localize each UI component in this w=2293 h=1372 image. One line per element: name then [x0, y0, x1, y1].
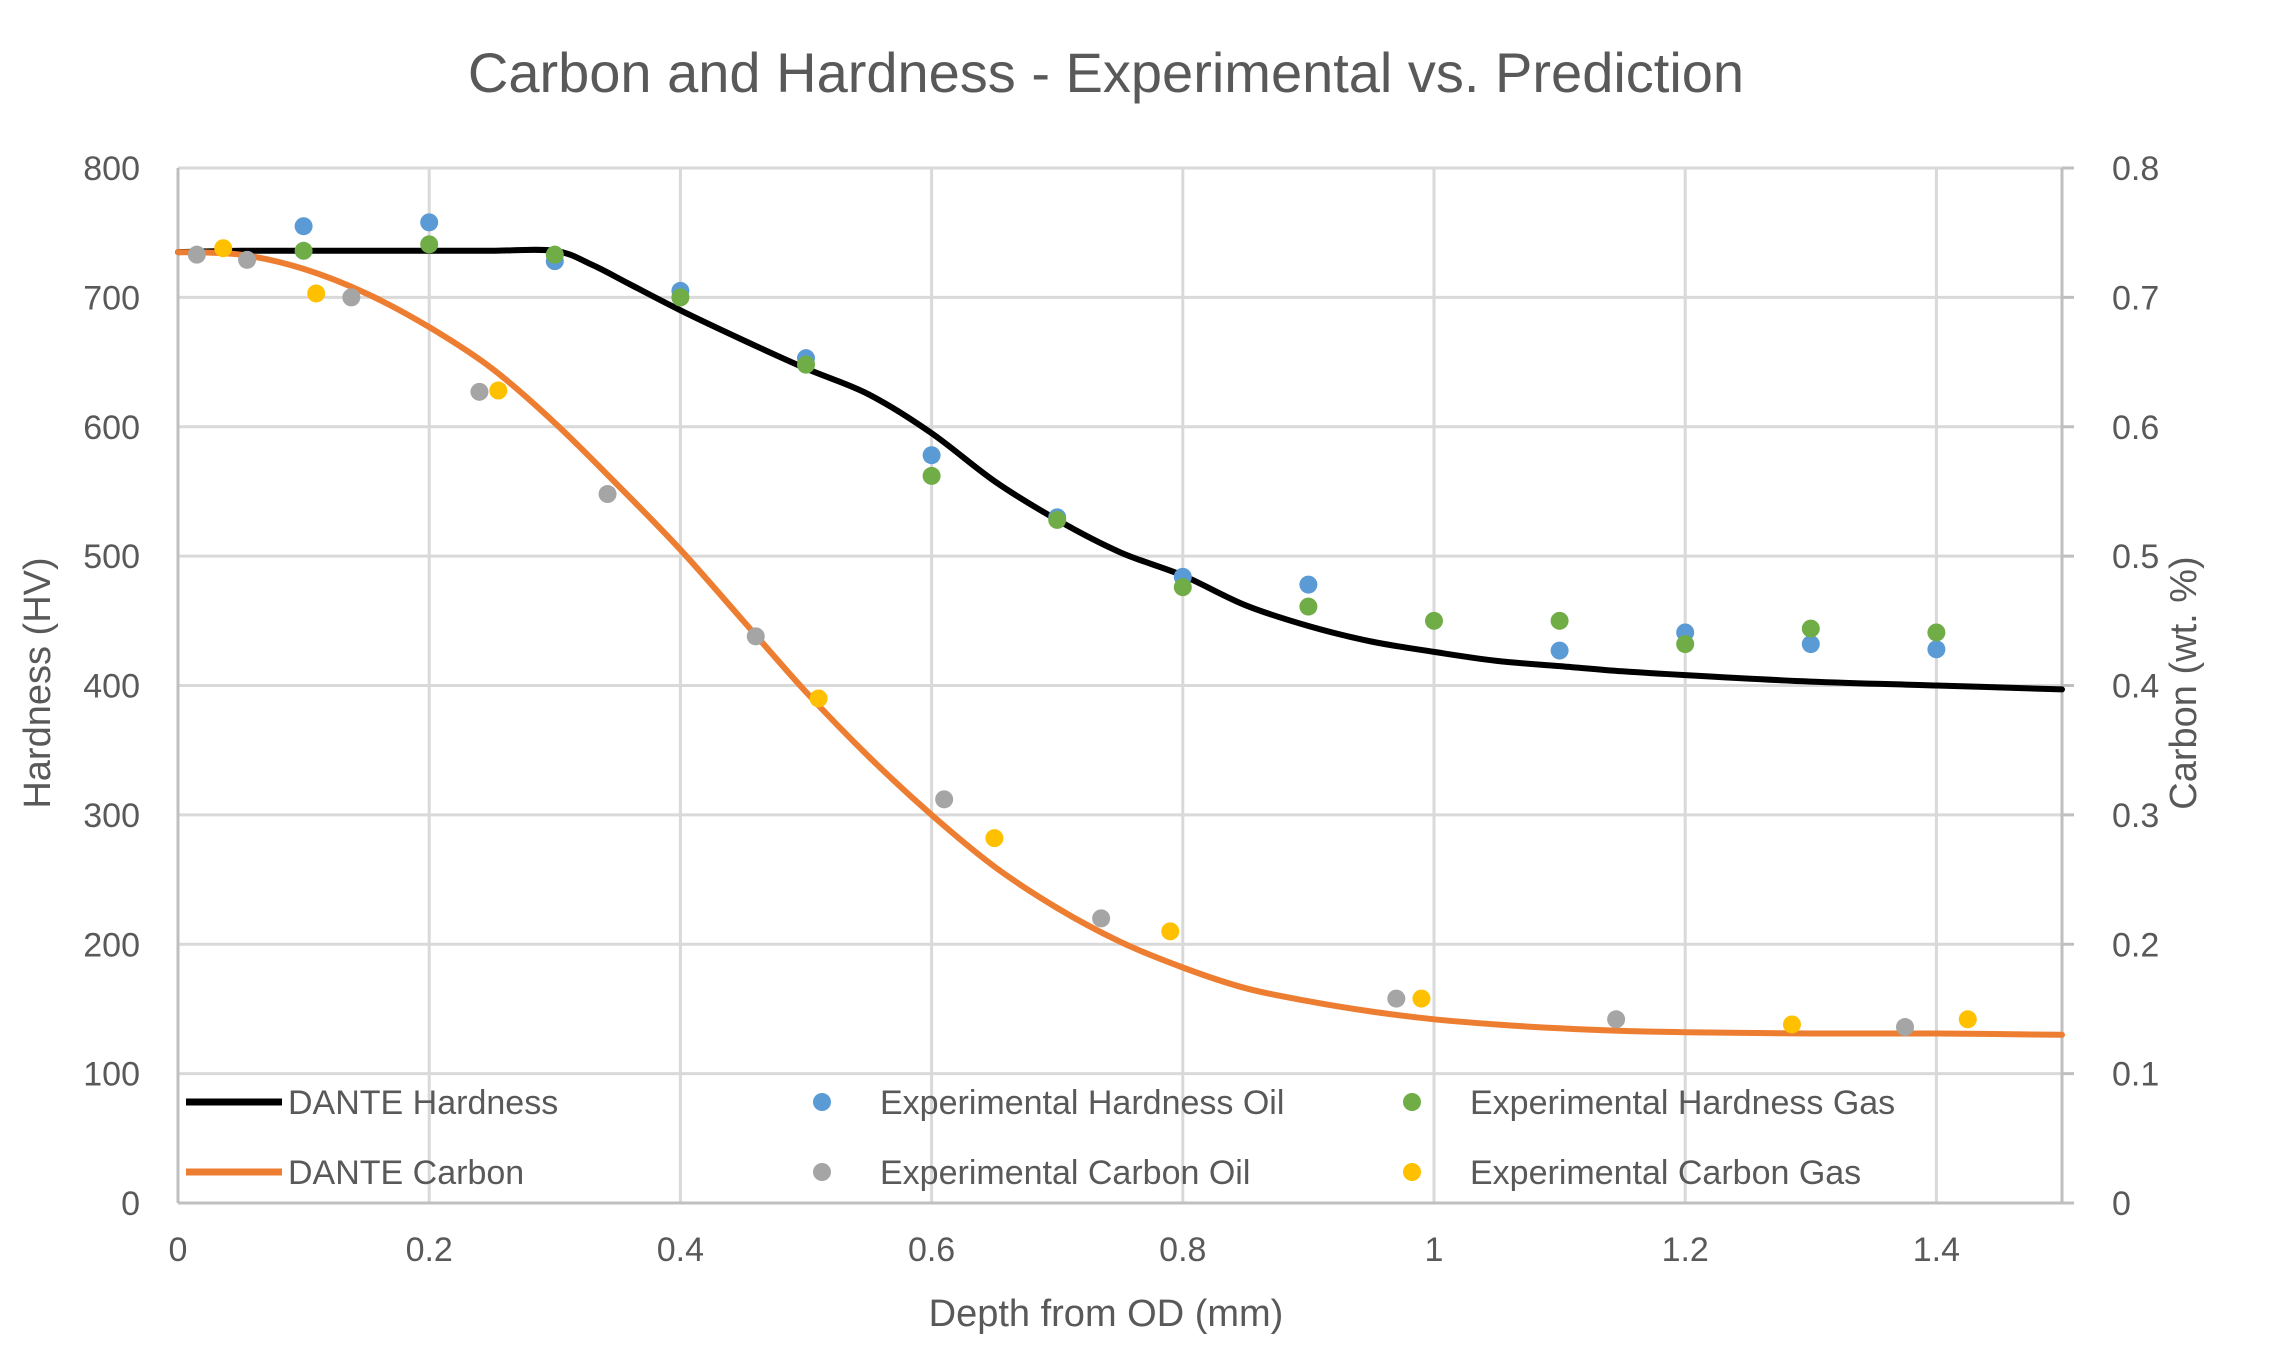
- y2-tick-label: 0: [2112, 1185, 2131, 1223]
- experimental-hardness-gas-point: [1048, 510, 1067, 529]
- experimental-hardness-gas-point: [1299, 597, 1318, 616]
- y2-tick-label: 0.8: [2112, 150, 2159, 188]
- experimental-hardness-gas-point: [1676, 635, 1695, 654]
- x-tick-label: 0: [169, 1231, 188, 1269]
- y-tick-label: 800: [83, 150, 140, 188]
- experimental-hardness-gas-point: [420, 235, 439, 254]
- y2-tick-label: 0.7: [2112, 279, 2159, 317]
- x-tick-label: 0.2: [406, 1231, 453, 1269]
- experimental-carbon-gas-point: [809, 689, 828, 708]
- experimental-carbon-gas-point: [1958, 1010, 1977, 1029]
- y2-tick-label: 0.5: [2112, 538, 2159, 576]
- experimental-hardness-gas-point: [1173, 578, 1192, 597]
- x-axis-label: Depth from OD (mm): [929, 1293, 1284, 1335]
- experimental-hardness-oil-point: [1299, 575, 1318, 594]
- experimental-hardness-oil-point: [420, 213, 439, 232]
- experimental-carbon-gas-point: [214, 239, 233, 258]
- experimental-hardness-oil-point: [922, 446, 941, 465]
- legend-label-experimental-hardness-gas: Experimental Hardness Gas: [1470, 1084, 1895, 1122]
- experimental-carbon-gas-point: [307, 284, 326, 303]
- y2-axis-label: Carbon (wt. %): [2163, 556, 2205, 809]
- experimental-carbon-oil-point: [935, 790, 954, 809]
- experimental-hardness-gas-point: [1425, 611, 1443, 630]
- chart-title: Carbon and Hardness - Experimental vs. P…: [468, 41, 1744, 104]
- experimental-hardness-gas-point: [294, 241, 313, 260]
- y2-tick-label: 0.3: [2112, 797, 2159, 835]
- y-tick-label: 600: [83, 409, 140, 447]
- experimental-carbon-oil-point: [1387, 989, 1406, 1008]
- dante-carbon-line: [175, 249, 2065, 1038]
- experimental-carbon-oil-point: [1092, 909, 1111, 928]
- legend-label-experimental-hardness-oil: Experimental Hardness Oil: [880, 1084, 1284, 1122]
- experimental-hardness-gas-point: [671, 288, 690, 307]
- experimental-hardness-gas-point: [797, 355, 815, 374]
- experimental-carbon-oil-point: [1607, 1010, 1626, 1029]
- experimental-carbon-oil-point: [598, 485, 617, 504]
- experimental-hardness-oil-point: [1801, 635, 1820, 654]
- y2-tick-label: 0.2: [2112, 926, 2159, 964]
- experimental-carbon-oil-point: [470, 382, 489, 401]
- y-tick-label: 500: [83, 538, 140, 576]
- experimental-hardness-oil-point: [1927, 640, 1946, 659]
- y2-tick-label: 0.4: [2112, 668, 2159, 706]
- grid-lines: [176, 166, 2064, 1205]
- experimental-carbon-oil-point: [238, 250, 257, 269]
- legend-swatch-experimental-carbon-gas: [1403, 1163, 1421, 1181]
- experimental-hardness-gas-point: [1927, 623, 1946, 642]
- y-axis-label: Hardness (HV): [17, 557, 59, 808]
- x-tick-label: 1.2: [1662, 1231, 1709, 1269]
- x-tick-label: 1.4: [1913, 1231, 1960, 1269]
- experimental-carbon-gas-point: [985, 829, 1004, 848]
- experimental-carbon-gas-point: [1161, 922, 1180, 941]
- legend: DANTE Hardness DANTE Carbon Experimental H…: [186, 1084, 1895, 1192]
- y-tick-label: 700: [83, 279, 140, 317]
- experimental-hardness-gas-point: [545, 245, 564, 264]
- experimental-hardness-gas-point: [1550, 611, 1569, 630]
- y2-tick-labels: 0 0.1 0.2 0.3 0.4 0.5 0.6 0.7 0.8: [2112, 150, 2159, 1223]
- legend-swatch-experimental-carbon-oil: [813, 1163, 831, 1181]
- y-tick-label: 300: [83, 797, 140, 835]
- legend-swatch-experimental-hardness-oil: [813, 1093, 831, 1111]
- x-tick-label: 0.8: [1159, 1231, 1206, 1269]
- legend-label-dante-hardness: DANTE Hardness: [288, 1084, 558, 1122]
- axes: [176, 166, 2074, 1205]
- y2-tick-label: 0.1: [2112, 1056, 2159, 1094]
- experimental-carbon-oil-point: [746, 627, 765, 646]
- x-tick-label: 0.4: [657, 1231, 704, 1269]
- legend-label-experimental-carbon-gas: Experimental Carbon Gas: [1470, 1154, 1861, 1192]
- experimental-carbon-gas-point: [1412, 989, 1431, 1008]
- legend-label-experimental-carbon-oil: Experimental Carbon Oil: [880, 1154, 1250, 1192]
- experimental-carbon-oil-point: [187, 245, 206, 264]
- experimental-carbon-oil-point: [342, 288, 361, 307]
- x-tick-label: 1: [1425, 1231, 1444, 1269]
- experimental-hardness-gas-point: [922, 466, 941, 485]
- y-tick-labels: 0 100 200 300 400 500 600 700 800: [83, 150, 140, 1223]
- y-tick-label: 200: [83, 926, 140, 964]
- experimental-hardness-oil-point: [1550, 641, 1569, 660]
- y-tick-label: 400: [83, 668, 140, 706]
- x-tick-labels: 0 0.2 0.4 0.6 0.8 1 1.2 1.4: [169, 1231, 1960, 1269]
- legend-label-dante-carbon: DANTE Carbon: [288, 1154, 524, 1192]
- y2-tick-label: 0.6: [2112, 409, 2159, 447]
- experimental-carbon-gas-point: [489, 381, 508, 400]
- experimental-hardness-oil-point: [294, 217, 313, 236]
- series-layer: [175, 213, 2065, 1038]
- dante-hardness-line: [175, 246, 2065, 693]
- experimental-hardness-gas-point: [1801, 619, 1820, 638]
- experimental-carbon-oil-point: [1896, 1018, 1914, 1037]
- legend-swatch-experimental-hardness-gas: [1403, 1093, 1421, 1111]
- y-tick-label: 0: [121, 1185, 140, 1223]
- experimental-carbon-gas-point: [1782, 1015, 1801, 1034]
- x-tick-label: 0.6: [908, 1231, 955, 1269]
- y-tick-label: 100: [83, 1056, 140, 1094]
